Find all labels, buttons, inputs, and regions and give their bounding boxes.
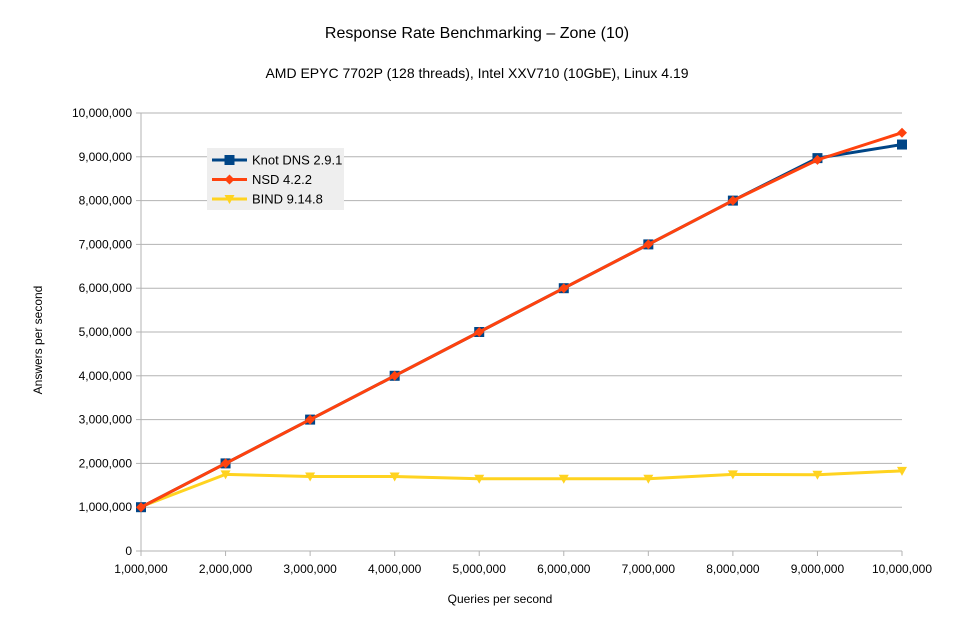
y-tick-label: 7,000,000 <box>79 237 133 251</box>
chart-subtitle: AMD EPYC 7702P (128 threads), Intel XXV7… <box>265 65 688 81</box>
data-point-marker <box>897 127 907 138</box>
x-tick-label: 8,000,000 <box>706 562 760 576</box>
y-tick-label: 3,000,000 <box>79 413 133 427</box>
y-axis-title: Answers per second <box>31 286 45 395</box>
y-tick-label: 8,000,000 <box>79 194 133 208</box>
chart-title: Response Rate Benchmarking – Zone (10) <box>325 25 629 42</box>
data-point-marker <box>389 472 400 482</box>
data-point-marker <box>474 474 485 484</box>
y-tick-label: 9,000,000 <box>79 150 133 164</box>
x-tick-label: 4,000,000 <box>368 562 422 576</box>
y-tick-label: 5,000,000 <box>79 325 133 339</box>
x-axis-title: Queries per second <box>448 592 553 606</box>
legend: Knot DNS 2.9.1 NSD 4.2.2 BIND 9.14.8 <box>207 148 344 210</box>
data-point-marker <box>474 327 485 337</box>
data-point-marker <box>643 474 654 484</box>
series-layer <box>136 127 907 513</box>
data-point-marker <box>812 154 823 165</box>
y-tick-label: 4,000,000 <box>79 369 133 383</box>
data-point-marker <box>224 155 235 165</box>
legend-item: NSD 4.2.2 <box>212 172 312 187</box>
data-point-marker <box>224 174 235 185</box>
x-tick-label: 3,000,000 <box>283 562 337 576</box>
data-point-marker <box>224 195 235 204</box>
x-tick-label: 2,000,000 <box>199 562 253 576</box>
legend-label: NSD 4.2.2 <box>252 172 312 187</box>
series-line <box>140 469 903 509</box>
data-point-marker <box>643 239 654 250</box>
legend-label: BIND 9.14.8 <box>252 192 323 207</box>
data-point-marker <box>220 458 231 469</box>
data-point-marker <box>897 139 907 150</box>
data-point-marker <box>727 470 738 480</box>
legend-item: Knot DNS 2.9.1 <box>212 153 342 168</box>
data-point-marker <box>305 472 316 482</box>
data-point-marker <box>136 502 146 513</box>
y-tick-label: 6,000,000 <box>79 281 133 295</box>
x-tick-label: 10,000,000 <box>872 562 932 576</box>
y-tick-labels: 0 1,000,000 2,000,000 3,000,000 4,000,000 5,0… <box>72 106 141 558</box>
y-tick-label: 1,000,000 <box>79 500 133 514</box>
gridlines <box>141 112 902 508</box>
y-tick-label: 0 <box>125 544 132 558</box>
x-tick-label: 6,000,000 <box>537 562 591 576</box>
series <box>136 466 907 512</box>
data-point-marker <box>558 474 569 484</box>
legend-label: Knot DNS 2.9.1 <box>252 153 342 168</box>
x-tick-label: 7,000,000 <box>622 562 676 576</box>
x-tick-labels: 1,000,000 2,000,000 3,000,000 4,000,000 5,00… <box>114 551 932 576</box>
series <box>136 127 907 513</box>
x-tick-label: 9,000,000 <box>791 562 845 576</box>
x-tick-label: 5,000,000 <box>453 562 507 576</box>
data-point-marker <box>389 370 400 381</box>
data-point-marker <box>558 283 569 294</box>
data-point-marker <box>727 195 738 206</box>
series-line <box>140 131 903 509</box>
y-tick-label: 10,000,000 <box>72 106 132 120</box>
x-tick-label: 1,000,000 <box>114 562 168 576</box>
data-point-marker <box>812 470 823 480</box>
data-point-marker <box>220 470 231 480</box>
data-point-marker <box>305 414 316 425</box>
data-point-marker <box>897 466 907 476</box>
y-tick-label: 2,000,000 <box>79 456 133 470</box>
legend-item: BIND 9.14.8 <box>212 192 323 207</box>
